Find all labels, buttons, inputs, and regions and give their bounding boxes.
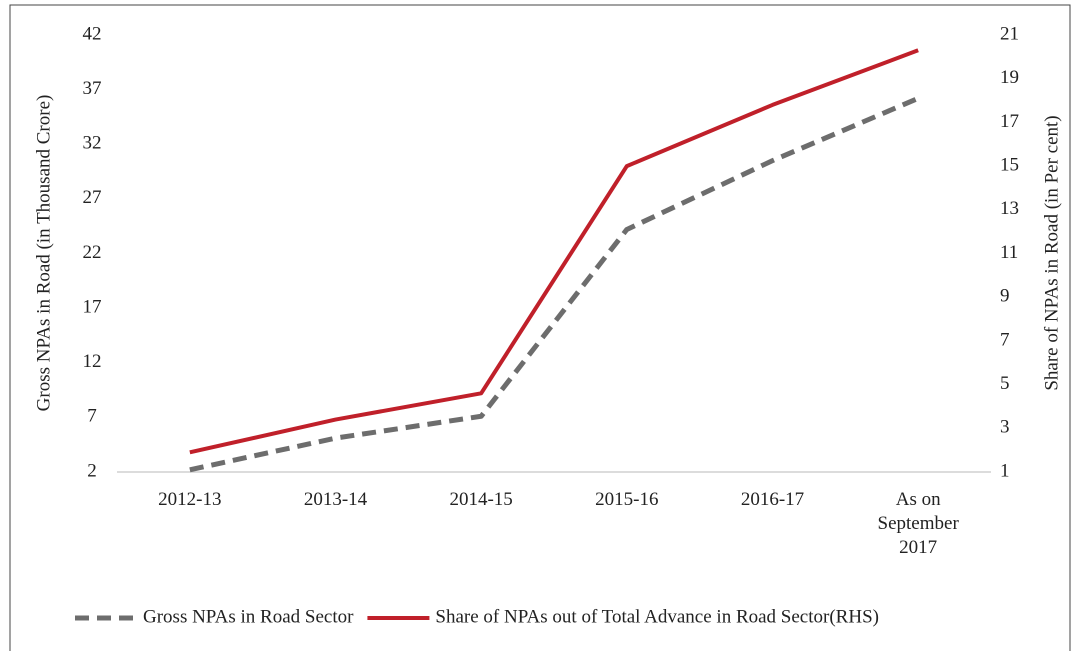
x-tick-label: 2014-15 [449,489,513,510]
y2-tick-label: 15 [1000,154,1019,175]
x-tick-label: 2013-14 [303,489,368,510]
frame [9,4,1071,651]
y2-tick-label: 3 [1000,417,1010,438]
y2-tick-label: 5 [1000,373,1010,394]
y-tick-label: 7 [87,406,97,427]
y2-tick-label: 19 [1000,67,1019,88]
y2-tick-label: 9 [1000,286,1010,307]
x-tick-label: As on September 2017 [877,489,959,558]
x-tick-label: 2012-13 [158,489,222,510]
y-tick-label: 27 [83,187,102,208]
y-tick-label: 32 [83,133,102,154]
y2-tick-label: 21 [1000,23,1019,44]
series-line [189,96,920,473]
x-tick-label: 2016-17 [740,489,805,510]
y-tick-label: 17 [83,296,102,317]
y-tick-label: 22 [83,242,102,263]
x-tick-label: 2015-16 [595,489,659,510]
legend-label: Gross NPAs in Road Sector [143,606,354,627]
y2-tick-label: 1 [1000,460,1010,481]
y2-tick-label: 13 [1000,198,1019,219]
y-tick-label: 37 [83,78,102,99]
y-axis-label: Gross NPAs in Road (in Thousand Crore) [33,95,54,412]
series-line [189,48,919,455]
y2-tick-label: 7 [1000,329,1010,350]
y2-tick-label: 17 [1000,111,1019,132]
legend-label: Share of NPAs out of Total Advance in Ro… [435,606,879,627]
y-tick-label: 42 [83,23,102,44]
y2-axis-label: Share of NPAs in Road (in Per cent) [1041,115,1062,390]
y2-tick-label: 11 [1000,242,1018,263]
y-tick-label: 2 [87,460,97,481]
y-tick-label: 12 [83,351,102,372]
